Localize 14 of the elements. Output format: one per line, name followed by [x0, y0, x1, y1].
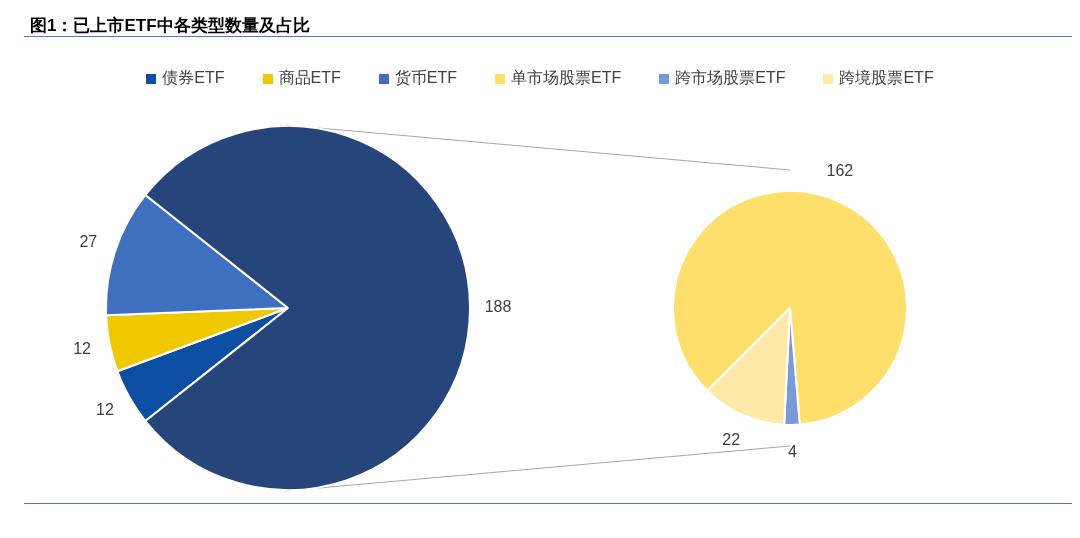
legend-label: 单市场股票ETF	[511, 68, 622, 88]
legend-label: 货币ETF	[394, 68, 457, 88]
data-label: 4	[787, 443, 797, 461]
data-label: 12	[96, 401, 114, 419]
legend-label: 跨市场股票ETF	[675, 68, 786, 88]
chart-title: 图1：已上市ETF中各类型数量及占比	[30, 15, 310, 37]
legend-label: 商品ETF	[278, 68, 341, 88]
legend-label: 债券ETF	[162, 68, 225, 88]
data-label: 27	[79, 233, 98, 251]
legend-label: 跨境股票ETF	[839, 68, 934, 88]
data-label: 22	[722, 430, 741, 448]
data-label: 162	[826, 162, 854, 180]
data-label: 188	[484, 298, 512, 316]
data-label: 12	[73, 339, 92, 357]
